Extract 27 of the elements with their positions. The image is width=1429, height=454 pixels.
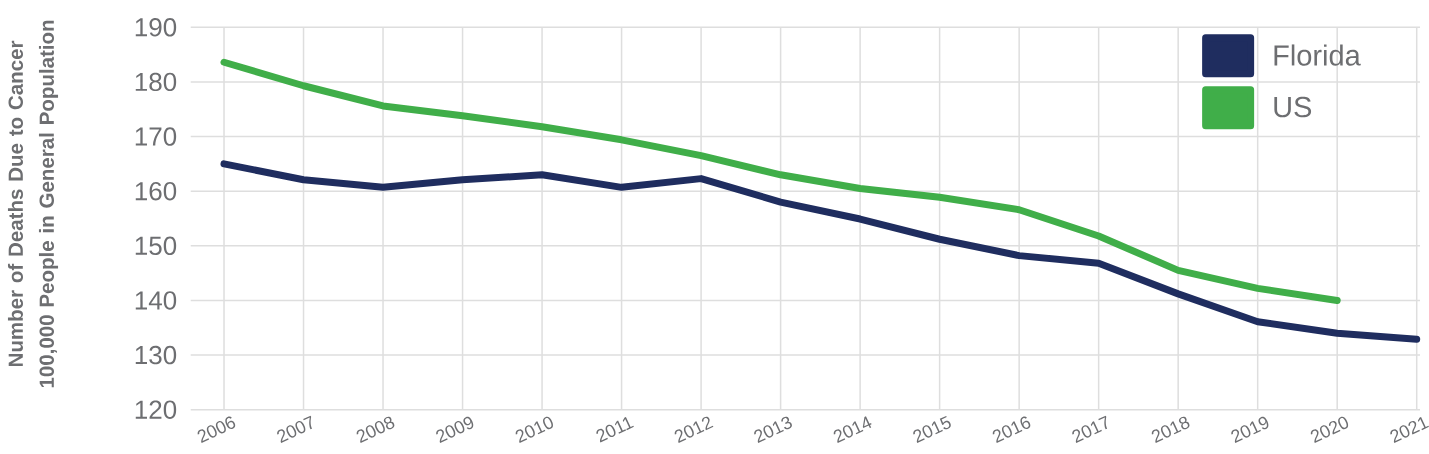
x-tick-label: 2016	[992, 416, 1031, 444]
x-tick-label: 2011	[596, 416, 634, 443]
x-tick-label: 2009	[436, 416, 474, 444]
x-tick-label: 2008	[356, 416, 395, 444]
x-tick-label: 2013	[754, 416, 792, 444]
y-tick-label: 130	[135, 345, 177, 365]
y-tick-label: 160	[135, 181, 177, 201]
x-tick-label: 2010	[515, 416, 553, 444]
x-tick-label: 2019	[1231, 416, 1269, 444]
y-tick-label: 150	[135, 236, 177, 255]
x-tick-label: 2021	[1390, 416, 1429, 444]
x-tick-label: 2012	[674, 416, 714, 444]
legend-label: US	[1274, 96, 1312, 118]
x-tick-label: 2020	[1310, 416, 1349, 444]
x-tick-label: 2018	[1151, 416, 1190, 444]
legend-label: Florida	[1274, 44, 1361, 66]
x-tick-label: 2015	[913, 415, 951, 444]
y-tick-label: 180	[135, 72, 177, 92]
x-tick-label: 2014	[833, 416, 872, 444]
y-tick-label: 190	[135, 18, 177, 37]
x-tick-label: 2007	[277, 415, 312, 444]
x-tick-label: 2017	[1072, 415, 1108, 444]
x-tick-label: 2006	[197, 416, 236, 444]
y-tick-label: 120	[135, 400, 177, 419]
y-tick-label: 140	[135, 291, 177, 310]
y-tick-label: 170	[135, 127, 177, 146]
y-axis-title: Number of Deaths Due to Cancer 100,000 People in General Population	[7, 20, 59, 388]
